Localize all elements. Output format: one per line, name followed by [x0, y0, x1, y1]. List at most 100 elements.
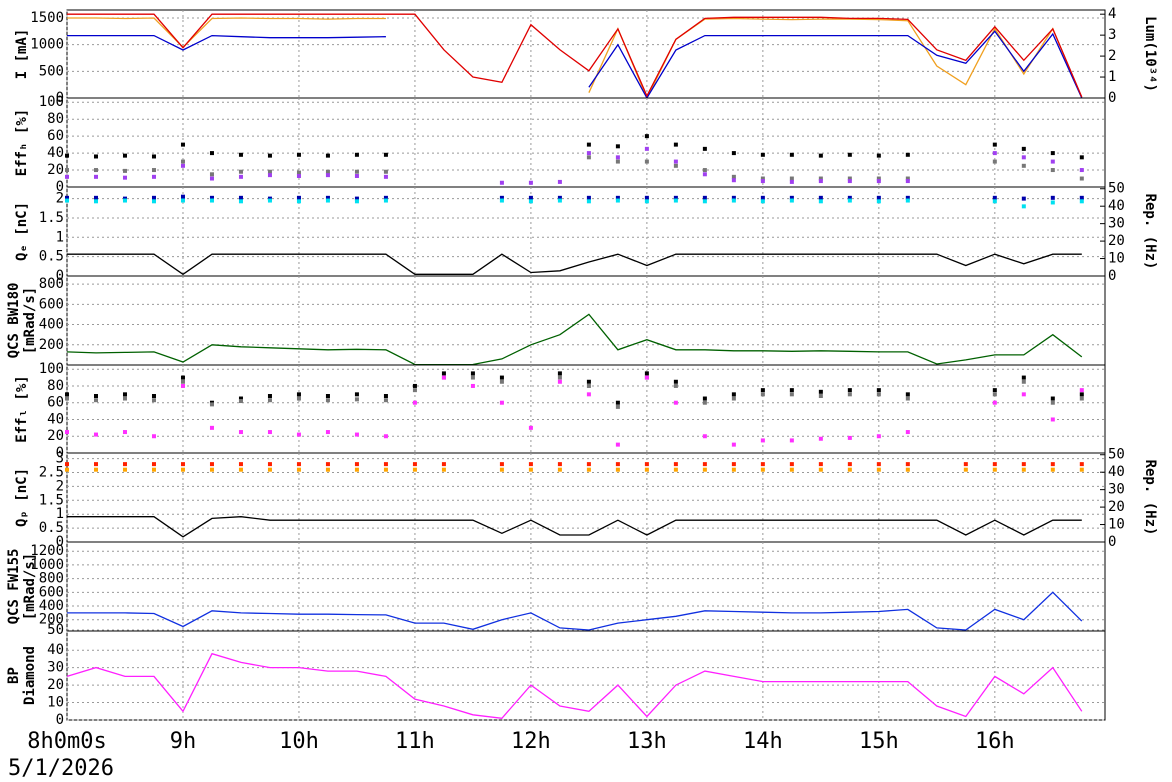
y-tick-label: 60 — [47, 128, 64, 144]
data-point — [122, 396, 127, 401]
data-point — [65, 462, 69, 467]
y-tick-label: 500 — [39, 63, 64, 79]
data-point — [65, 467, 69, 472]
data-point — [499, 400, 504, 405]
y-axis-label: I [mA] — [14, 29, 30, 80]
data-point — [615, 462, 620, 467]
y-tick-label: 1000 — [30, 37, 64, 53]
data-point — [673, 379, 678, 384]
data-point — [383, 195, 388, 200]
data-point — [905, 462, 910, 467]
data-point — [65, 198, 69, 203]
data-point — [122, 168, 127, 173]
data-point — [296, 392, 301, 397]
y-tick-label: 20 — [47, 677, 64, 693]
y-tick-label: 30 — [47, 660, 64, 676]
series-line — [67, 591, 1083, 631]
data-point — [93, 394, 98, 399]
data-point — [731, 462, 736, 467]
data-point — [296, 173, 301, 178]
data-point — [209, 198, 214, 203]
series-line — [67, 253, 1082, 276]
data-point — [1079, 396, 1084, 401]
data-point — [267, 467, 272, 472]
data-point — [528, 462, 533, 467]
y-tick-label: 1.5 — [39, 492, 64, 508]
y-axis-label: [mRad/s] — [22, 287, 38, 354]
data-point — [354, 432, 359, 437]
data-point — [65, 174, 69, 179]
data-point — [151, 394, 156, 399]
data-point — [180, 198, 185, 203]
data-point — [818, 462, 823, 467]
data-point — [818, 153, 823, 158]
data-point — [557, 467, 562, 472]
data-point — [818, 179, 823, 184]
data-point — [557, 195, 562, 200]
data-point — [557, 179, 562, 184]
data-point — [354, 196, 359, 201]
data-point — [180, 163, 185, 168]
y2-tick-label: 30 — [1108, 482, 1125, 498]
y-tick-label: 600 — [39, 584, 64, 600]
data-point — [383, 198, 388, 203]
data-point — [702, 467, 707, 472]
data-point — [876, 176, 881, 181]
data-point — [209, 402, 214, 407]
data-point — [122, 430, 127, 435]
data-point — [615, 195, 620, 200]
data-point — [383, 394, 388, 399]
data-point — [789, 438, 794, 443]
data-point — [180, 142, 185, 147]
data-point — [325, 153, 330, 158]
data-point — [93, 467, 98, 472]
data-point — [1021, 392, 1026, 397]
data-point — [644, 199, 649, 204]
data-point — [412, 388, 417, 393]
data-point — [615, 467, 620, 472]
data-point — [847, 176, 852, 181]
y-tick-label: 2.5 — [39, 464, 64, 480]
data-point — [731, 198, 736, 203]
data-point — [702, 434, 707, 439]
data-point — [1021, 163, 1026, 168]
data-point — [818, 195, 823, 200]
data-point — [65, 430, 69, 435]
data-point — [499, 180, 504, 185]
data-point — [209, 151, 214, 156]
data-point — [615, 144, 620, 149]
data-point — [847, 179, 852, 184]
y-tick-label: 10 — [47, 695, 64, 711]
data-point — [905, 179, 910, 184]
data-point — [122, 153, 127, 158]
data-point — [876, 467, 881, 472]
data-point — [1021, 375, 1026, 380]
y-tick-label: 0.5 — [39, 249, 64, 265]
y2-tick-label: 0 — [1108, 268, 1116, 284]
data-point — [238, 199, 243, 204]
data-point — [151, 434, 156, 439]
data-point — [586, 467, 591, 472]
data-point — [847, 392, 852, 397]
data-point — [528, 425, 533, 430]
data-point — [1021, 196, 1026, 201]
data-point — [992, 388, 997, 393]
data-point — [65, 396, 69, 401]
data-point — [760, 176, 765, 181]
x-tick-label: 9h — [170, 729, 197, 754]
data-point — [151, 168, 156, 173]
data-point — [818, 436, 823, 441]
data-point — [441, 467, 446, 472]
data-point — [65, 392, 69, 397]
y-tick-label: 2 — [56, 191, 64, 207]
data-point — [731, 174, 736, 179]
y-tick-label: 50 — [47, 622, 64, 638]
x-tick-label: 13h — [627, 729, 667, 754]
data-point — [325, 195, 330, 200]
y-tick-label: 0 — [56, 90, 64, 106]
data-point — [615, 442, 620, 447]
y-tick-label: 400 — [39, 317, 64, 333]
data-point — [731, 392, 736, 397]
data-point — [1050, 417, 1055, 422]
y-tick-label: 0 — [56, 179, 64, 195]
